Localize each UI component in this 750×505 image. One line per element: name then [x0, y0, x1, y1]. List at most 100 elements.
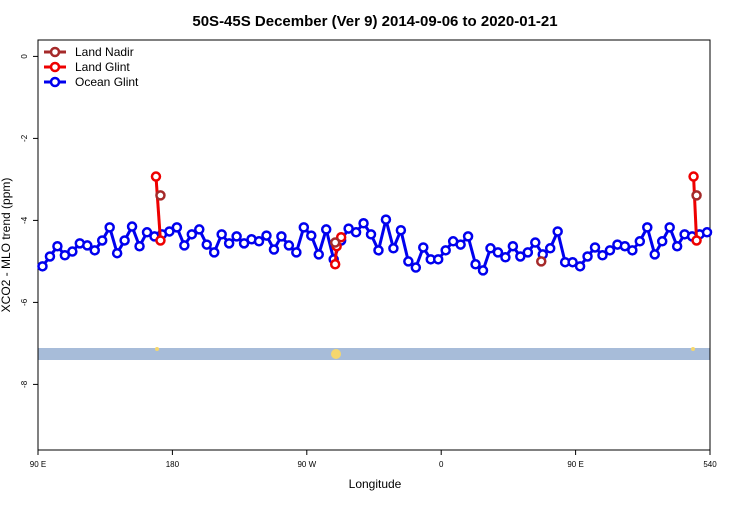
legend-marker — [49, 46, 61, 58]
legend-label: Land Nadir — [75, 45, 134, 59]
data-point — [283, 240, 295, 251]
data-point — [313, 249, 324, 260]
data-point — [604, 245, 616, 256]
plot-frame — [37, 39, 711, 451]
data-point — [701, 227, 713, 238]
x-axis-label: Longitude — [349, 477, 402, 491]
data-point — [492, 247, 504, 258]
data-point — [104, 222, 115, 233]
data-point — [44, 251, 56, 262]
data-point — [111, 247, 123, 259]
data-point — [306, 230, 317, 241]
data-point — [238, 238, 250, 249]
data-point — [52, 240, 63, 252]
data-point — [231, 231, 242, 242]
data-point — [642, 222, 653, 233]
data-point — [329, 259, 341, 270]
y-tick-label: -2 — [20, 134, 29, 142]
data-point — [649, 249, 660, 260]
data-point — [462, 231, 474, 242]
data-point — [201, 239, 212, 250]
data-point — [276, 231, 287, 242]
data-point — [223, 238, 235, 249]
data-point — [688, 171, 699, 182]
data-point — [171, 222, 183, 233]
data-point — [403, 256, 414, 267]
data-point — [627, 245, 638, 256]
data-point — [470, 259, 481, 270]
data-point — [388, 243, 399, 254]
data-point — [691, 235, 702, 246]
data-point — [186, 229, 198, 240]
data-point — [155, 235, 166, 246]
land-spot — [691, 347, 695, 351]
data-point — [126, 221, 138, 232]
data-point — [155, 190, 166, 201]
data-point — [691, 190, 702, 201]
data-point — [477, 265, 489, 276]
data-point — [664, 222, 675, 233]
y-tick-label: 0 — [20, 54, 29, 59]
data-point — [141, 227, 153, 238]
data-point — [37, 261, 48, 272]
data-point — [432, 254, 444, 265]
data-point — [515, 251, 526, 262]
x-tick-label: 0 — [439, 460, 444, 469]
data-point — [358, 218, 369, 229]
legend-marker — [49, 61, 61, 73]
data-point — [329, 237, 341, 248]
land-spot — [331, 349, 341, 359]
data-point — [119, 235, 130, 246]
data-point — [194, 224, 205, 235]
data-point — [268, 244, 280, 255]
data-point — [582, 251, 593, 262]
data-point — [373, 245, 384, 256]
y-axis-label: XCO2 - MLO trend (ppm) — [0, 178, 13, 313]
data-point — [261, 230, 272, 241]
data-point — [208, 247, 220, 258]
data-point — [440, 245, 451, 256]
data-point — [530, 237, 541, 248]
series-line — [154, 176, 162, 241]
data-point — [298, 222, 310, 233]
data-point — [507, 240, 519, 252]
data-point — [589, 242, 601, 253]
data-point — [522, 247, 534, 258]
data-point — [552, 226, 563, 237]
data-point — [291, 247, 302, 258]
x-tick-label: 90 W — [297, 460, 316, 469]
land-mask-band — [38, 348, 710, 360]
data-point — [634, 236, 646, 247]
data-point — [410, 262, 422, 273]
x-tick-label: 540 — [703, 460, 717, 469]
data-point — [671, 240, 683, 252]
x-tick-label: 180 — [166, 460, 180, 469]
data-point — [320, 224, 332, 235]
data-point — [656, 236, 668, 247]
y-tick-label: -8 — [20, 380, 29, 388]
data-point — [216, 229, 227, 240]
series-line — [692, 176, 699, 241]
data-point — [89, 245, 100, 256]
data-point — [455, 239, 466, 250]
y-tick-label: -6 — [20, 298, 29, 306]
data-point — [536, 256, 547, 267]
data-point — [380, 214, 392, 225]
data-point — [67, 246, 78, 257]
data-point — [597, 250, 608, 261]
data-point — [500, 252, 511, 263]
land-spot — [155, 347, 159, 351]
data-point — [574, 261, 586, 272]
legend-marker — [49, 76, 61, 88]
legend-label: Ocean Glint — [75, 75, 139, 89]
data-point — [134, 240, 145, 252]
data-point — [164, 226, 175, 237]
x-tick-label: 90 E — [30, 460, 46, 469]
data-point — [82, 240, 93, 251]
data-point — [619, 240, 631, 252]
chart-title: 50S-45S December (Ver 9) 2014-09-06 to 2… — [192, 13, 557, 30]
data-point — [365, 229, 377, 240]
data-point — [395, 224, 407, 236]
data-point — [544, 243, 556, 254]
data-point — [485, 243, 496, 254]
